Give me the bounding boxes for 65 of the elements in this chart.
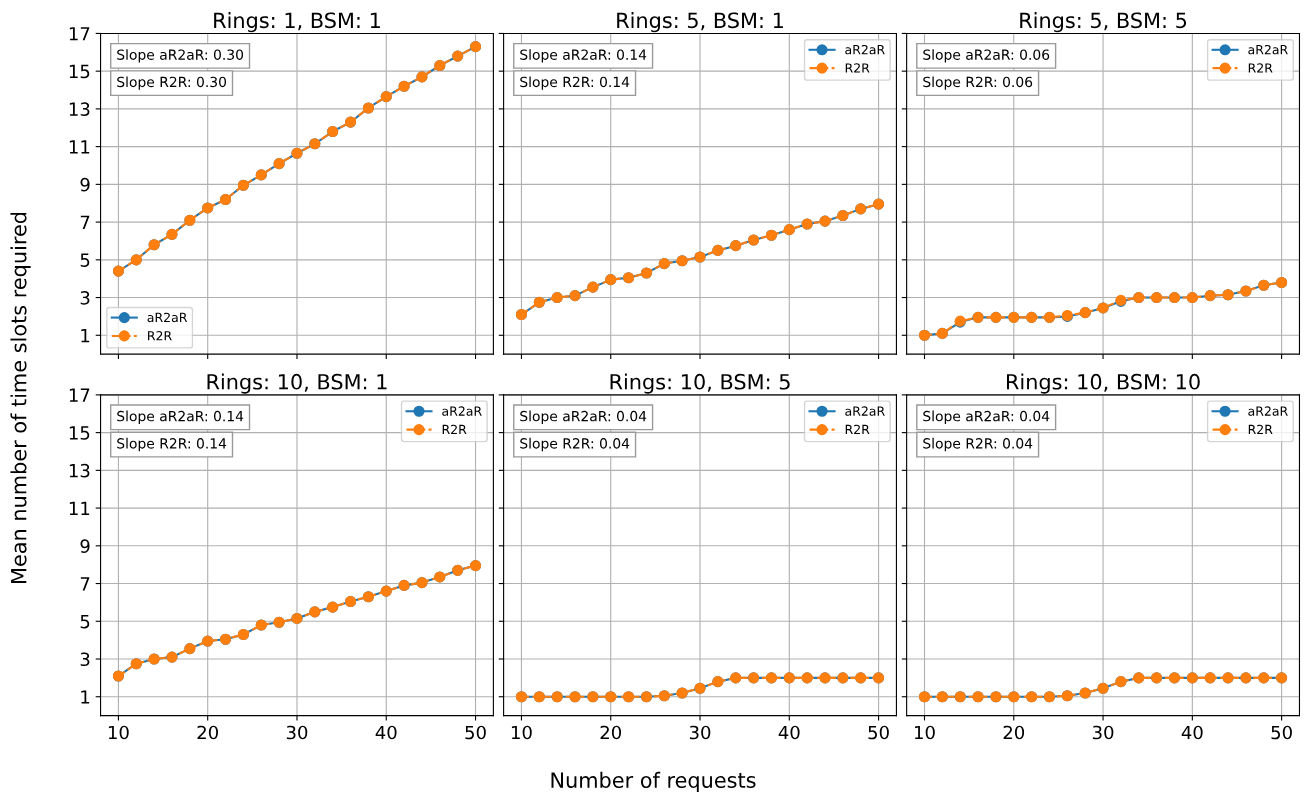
x-axis-title: Number of requests: [551, 771, 756, 793]
x-tick-label: 20: [1003, 725, 1025, 740]
chart-title: Rings: 10, BSM: 10: [1006, 373, 1200, 394]
legend-label: R2R: [442, 424, 467, 434]
y-tick-label: 9: [80, 177, 90, 192]
y-tick-label: 7: [80, 577, 90, 591]
x-tick-label: 10: [914, 725, 935, 740]
x-tick-label: 30: [689, 725, 711, 740]
legend-label: R2R: [845, 424, 870, 434]
legend-label: aR2aR: [1248, 406, 1288, 416]
annotation: Slope aR2aR: 0.06: [923, 49, 1050, 63]
legend-label: aR2aR: [845, 44, 885, 55]
x-tick-label: 20: [600, 725, 622, 740]
y-tick-label: 1: [81, 690, 90, 704]
x-tick-label: 30: [286, 725, 308, 740]
y-tick-label: 15: [69, 426, 90, 440]
legend-label: aR2aR: [147, 312, 188, 323]
y-tick-label: 17: [69, 388, 90, 402]
y-tick-label: 7: [80, 215, 90, 229]
chart-title: Rings: 5, BSM: 5: [1020, 12, 1187, 33]
y-tick-label: 17: [69, 27, 90, 41]
legend-label: R2R: [148, 331, 172, 341]
x-tick-label: 50: [465, 725, 486, 740]
legend-label: R2R: [1248, 63, 1273, 73]
x-tick-label: 40: [375, 725, 397, 740]
legend-label: aR2aR: [442, 406, 482, 416]
annotation: Slope aR2aR: 0.04: [923, 410, 1050, 425]
legend-label: R2R: [845, 63, 870, 73]
annotation: Slope R2R: 0.14: [117, 437, 227, 452]
y-tick-label: 11: [69, 140, 90, 154]
annotation: Slope R2R: 0.30: [117, 76, 227, 90]
y-tick-label: 5: [80, 614, 90, 629]
y-tick-label: 13: [69, 463, 90, 478]
x-tick-label: 10: [511, 725, 532, 740]
annotation: Slope aR2aR: 0.04: [520, 410, 647, 425]
y-tick-label: 3: [80, 291, 90, 305]
y-axis-title: Mean number of time slots required: [10, 212, 31, 583]
x-tick-label: 50: [868, 725, 889, 740]
legend-label: aR2aR: [845, 406, 885, 416]
y-tick-label: 5: [80, 253, 90, 267]
annotation: Slope aR2aR: 0.30: [117, 49, 244, 63]
annotation: Slope R2R: 0.14: [520, 76, 630, 90]
x-tick-label: 10: [108, 725, 129, 740]
x-tick-label: 50: [1271, 725, 1292, 740]
y-tick-label: 13: [69, 102, 90, 117]
x-tick-label: 40: [1181, 725, 1203, 740]
y-tick-label: 1: [81, 328, 90, 343]
legend-label: R2R: [1248, 424, 1273, 434]
x-tick-label: 20: [197, 725, 218, 740]
x-tick-label: 40: [778, 725, 800, 740]
x-tick-label: 30: [1092, 725, 1114, 740]
annotation: Slope aR2aR: 0.14: [520, 49, 647, 63]
y-tick-label: 15: [69, 64, 90, 79]
y-tick-label: 3: [80, 652, 90, 667]
annotation: Slope aR2aR: 0.14: [117, 410, 244, 425]
chart-title: Rings: 10, BSM: 5: [610, 373, 790, 394]
chart-title: Rings: 10, BSM: 1: [207, 373, 387, 394]
legend-label: aR2aR: [1248, 44, 1288, 55]
annotation: Slope R2R: 0.06: [923, 76, 1033, 90]
chart-title: Rings: 1, BSM: 1: [214, 12, 380, 33]
y-tick-label: 11: [69, 501, 90, 515]
annotation: Slope R2R: 0.04: [520, 437, 630, 452]
y-tick-label: 9: [80, 539, 90, 553]
annotation: Slope R2R: 0.04: [923, 437, 1033, 452]
chart-title: Rings: 5, BSM: 1: [617, 12, 783, 33]
